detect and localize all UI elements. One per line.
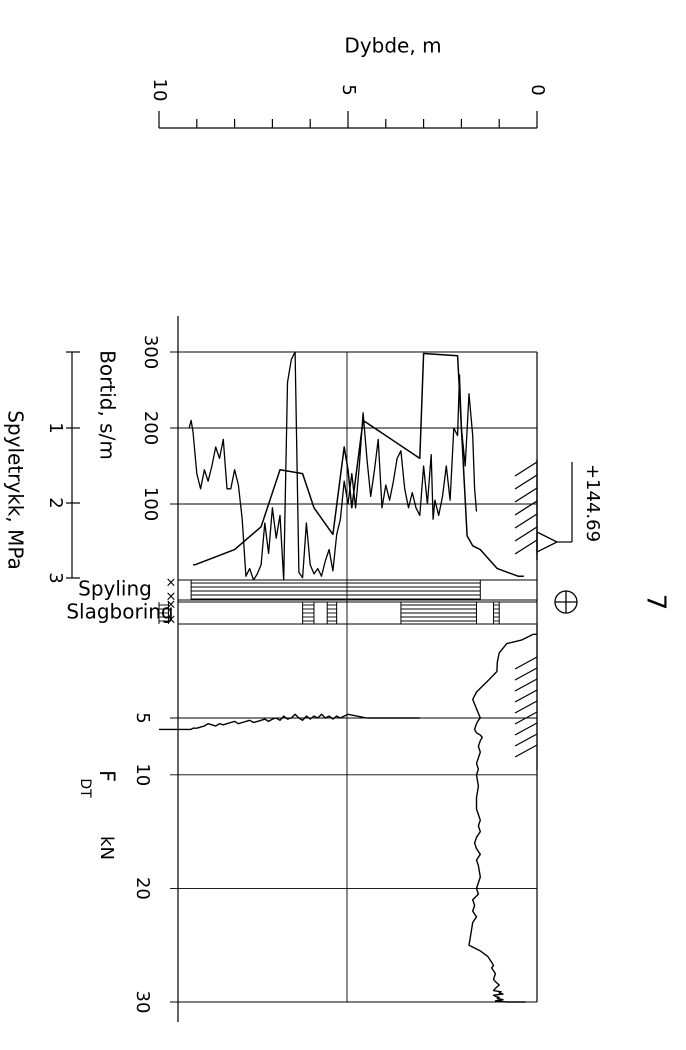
bortid-tick-label: 100: [140, 487, 161, 521]
rock-hatch: [514, 656, 538, 670]
fdt-axis-subscript: DT: [77, 778, 93, 798]
spyling-marker: ×: [166, 576, 177, 591]
rock-hatch: [514, 722, 538, 736]
terrain-hatch: [514, 500, 538, 516]
fdt-axis-title: F: [95, 770, 119, 782]
bortid-detail-series: [188, 351, 478, 581]
spyling-marker: ×: [166, 590, 177, 605]
water-level-triangle: [536, 530, 559, 554]
slagboring-marker: ×: [166, 598, 177, 613]
depth-tick-label: 5: [338, 84, 359, 95]
depth-tick-label: 0: [527, 84, 548, 95]
terrain-hatch: [514, 461, 538, 477]
spyletrykk-tick-label: 1: [45, 422, 66, 433]
fdt-tick-label: 5: [132, 712, 153, 723]
depth-axis-title: Dybde, m: [344, 34, 441, 58]
fdt-tick-label: 30: [132, 991, 153, 1014]
rock-hatch: [514, 744, 538, 758]
rock-hatch: [514, 689, 538, 703]
fdt-tick-label: 10: [132, 763, 153, 786]
fdt-tick-label: 20: [132, 877, 153, 900]
bortid-axis-title: Bortid, s/m: [96, 350, 120, 460]
strips-layer: [158, 579, 538, 625]
borehole-id: 7: [641, 594, 671, 611]
fdt-axis-unit: kN: [96, 836, 117, 860]
slagboring-label: Slagboring: [66, 600, 173, 624]
elevation-label: +144.69: [582, 464, 603, 542]
fdt-series-upper: [468, 633, 537, 1003]
spyletrykk-tick-label: 2: [45, 497, 66, 508]
fdt-series-lower: [159, 713, 420, 731]
terrain-hatch: [514, 487, 538, 503]
bortid-tick-label: 200: [140, 411, 161, 445]
rock-hatch: [514, 733, 538, 747]
rock-hatch: [514, 700, 538, 714]
terrain-hatch: [514, 474, 538, 490]
slagboring-marker: ×: [166, 613, 177, 628]
text-layer: 10 5 0 Dybde, m 300 200 100 Bortid, s/m 1 2 3 Spyle…: [4, 34, 671, 1014]
spyling-strip-frame: [177, 579, 538, 601]
spyletrykk-tick-label: 3: [45, 572, 66, 583]
spyletrykk-axis-title: Spyletrykk, MPa: [4, 410, 28, 570]
bortid-tick-label: 300: [140, 335, 161, 369]
terrain-hatch: [514, 513, 538, 529]
depth-tick-label: 10: [149, 79, 170, 102]
slagboring-strip-frame: [177, 601, 538, 625]
bortid-step-series: [193, 352, 524, 577]
rock-hatch: [514, 667, 538, 681]
terrain-hatch: [514, 539, 538, 555]
symbol-layer: [514, 460, 578, 770]
rock-hatch: [514, 678, 538, 692]
terrain-hatch: [514, 526, 538, 542]
rock-hatch: [514, 711, 538, 725]
series-layer: [159, 351, 537, 1003]
spyling-label: Spyling: [78, 577, 152, 601]
